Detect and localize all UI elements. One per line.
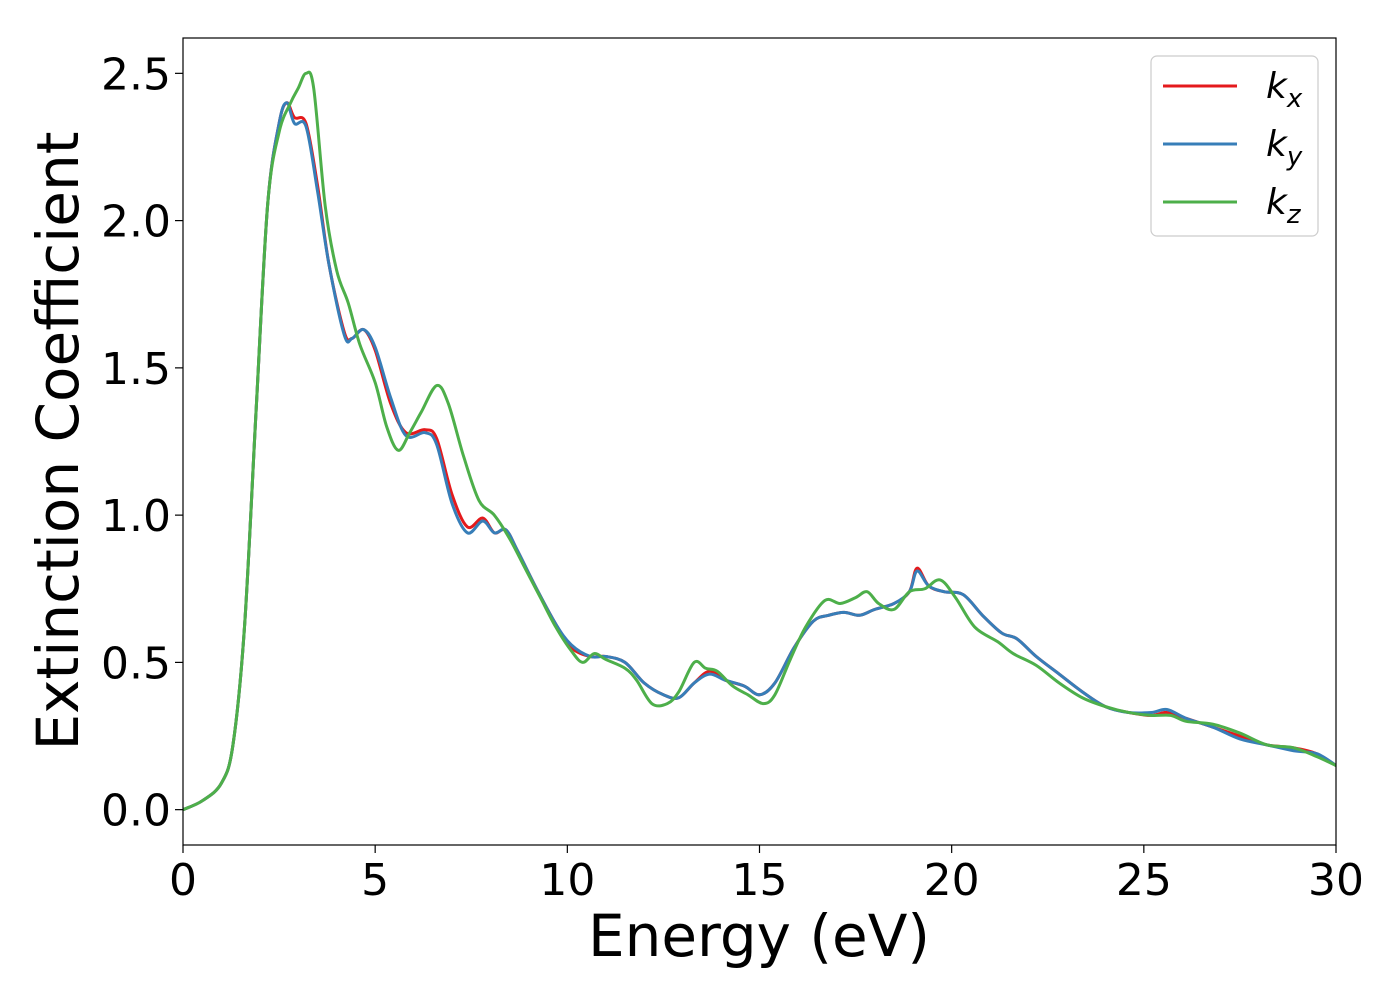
legend-label-subscript: y [1286, 142, 1303, 172]
x-tick-label: 30 [1308, 855, 1364, 906]
y-tick-label: 1.0 [101, 491, 171, 542]
legend-label-subscript: z [1286, 200, 1302, 230]
x-tick-label: 15 [732, 855, 788, 906]
x-tick-label: 0 [169, 855, 197, 906]
series-layer [183, 70, 1336, 812]
x-tick-label: 20 [924, 855, 980, 906]
x-axis-title: Energy (eV) [588, 902, 930, 970]
x-tick-label: 10 [539, 855, 595, 906]
y-tick-label: 1.5 [101, 344, 171, 395]
legend-box [1150, 55, 1319, 237]
x-tick-label: 5 [361, 855, 389, 906]
x-axis-ticks: 0 5 10 15 20 25 30 [169, 845, 1364, 906]
y-axis-ticks: 0.0 0.5 1.0 1.5 2.0 2.5 [101, 49, 183, 837]
legend-label-subscript: x [1286, 84, 1303, 114]
y-tick-label: 0.5 [101, 638, 171, 689]
y-tick-label: 2.0 [101, 197, 171, 248]
y-tick-label: 0.0 [101, 786, 171, 837]
y-axis-title: Extinction Coefficient [24, 132, 92, 751]
y-tick-label: 2.5 [101, 49, 171, 100]
x-tick-label: 25 [1116, 855, 1172, 906]
series-line-kz [183, 70, 1336, 812]
series-line-ky [183, 101, 1336, 812]
